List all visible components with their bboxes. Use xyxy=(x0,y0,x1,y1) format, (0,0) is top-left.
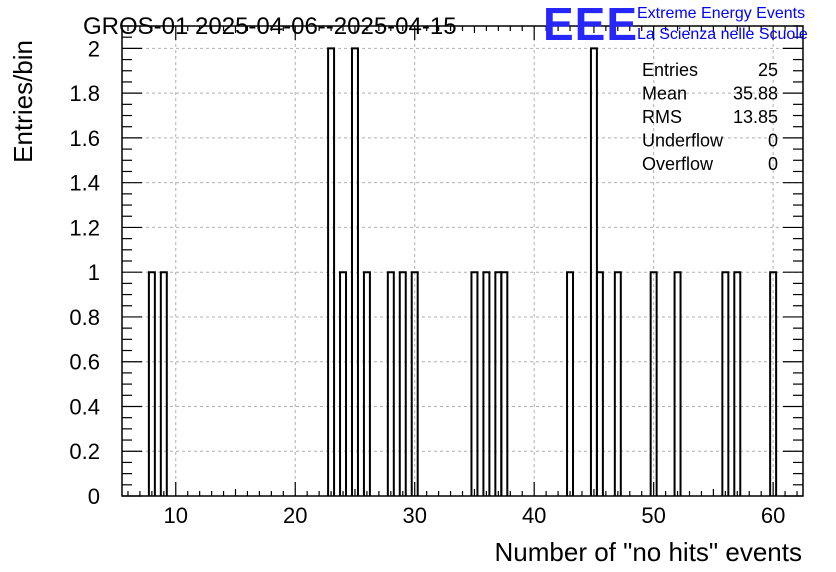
stats-box: Entries 25 Mean 35.88 RMS 13.85 Underflow 0 Over… xyxy=(642,60,778,174)
stats-label: Mean xyxy=(642,84,687,104)
histogram-bin xyxy=(159,271,168,496)
y-tick-label: 0.6 xyxy=(69,350,100,375)
logo-line-2: La Scienza nelle Scuole xyxy=(637,26,808,43)
y-tick-label: 1.8 xyxy=(69,81,100,106)
histogram-bin xyxy=(362,271,371,496)
histogram-bin xyxy=(595,271,604,496)
plot-frame xyxy=(121,25,804,497)
logo-mark: EEE xyxy=(543,0,638,50)
histogram-bin xyxy=(721,271,730,496)
histogram-bin xyxy=(566,271,575,496)
x-tick-label: 10 xyxy=(164,503,188,528)
histogram-bin xyxy=(733,271,742,496)
x-tick-label: 50 xyxy=(641,503,665,528)
histogram-bin xyxy=(673,271,682,496)
histogram-bin xyxy=(613,271,622,496)
x-tick-label: 20 xyxy=(283,503,307,528)
stats-value: 35.88 xyxy=(733,84,778,104)
histogram-bin xyxy=(649,271,658,496)
histogram-bars xyxy=(147,47,778,496)
y-tick-label: 1.2 xyxy=(69,215,100,240)
y-tick-labels: 0 0.2 0.4 0.6 0.8 1 1.2 1.4 1.6 1.8 2 xyxy=(69,36,100,509)
x-tick-labels: 10 20 30 40 50 60 xyxy=(164,503,786,528)
stats-value: 0 xyxy=(768,131,778,151)
stats-value: 0 xyxy=(768,154,778,174)
x-axis-label: Number of "no hits" events xyxy=(495,537,803,567)
x-tick-label: 30 xyxy=(402,503,426,528)
y-tick-label: 1.6 xyxy=(69,126,100,151)
histogram-bin xyxy=(769,271,778,496)
y-tick-label: 0.2 xyxy=(69,439,100,464)
eee-logo: EEE Extreme Energy Events La Scienza nel… xyxy=(543,0,808,50)
axis-ticks xyxy=(122,25,803,497)
y-tick-label: 2 xyxy=(88,36,100,61)
histogram-bin xyxy=(398,271,407,496)
histogram-bin xyxy=(470,271,479,496)
stats-label: Underflow xyxy=(642,131,724,151)
histogram-bin xyxy=(386,271,395,496)
histogram-bin xyxy=(350,47,359,496)
y-tick-label: 0.8 xyxy=(69,305,100,330)
y-tick-label: 1.4 xyxy=(69,171,100,196)
stats-value: 25 xyxy=(758,60,778,80)
y-tick-label: 1 xyxy=(88,260,100,285)
stats-label: RMS xyxy=(642,107,682,127)
y-tick-label: 0.4 xyxy=(69,394,100,419)
stats-value: 13.85 xyxy=(733,107,778,127)
x-tick-label: 40 xyxy=(522,503,546,528)
grid-lines xyxy=(122,26,803,497)
histogram-bin xyxy=(147,271,156,496)
histogram-bin xyxy=(339,271,348,496)
y-axis-label: Entries/bin xyxy=(8,40,38,163)
chart-title: GROS-01 2025-04-06--2025-04-15 xyxy=(83,13,457,40)
stats-label: Overflow xyxy=(642,154,714,174)
x-tick-label: 60 xyxy=(761,503,785,528)
histogram-bin xyxy=(500,271,509,496)
histogram-bin xyxy=(482,271,491,496)
histogram-bin xyxy=(410,271,419,496)
histogram-bin xyxy=(327,47,336,496)
y-tick-label: 0 xyxy=(88,484,100,509)
logo-line-1: Extreme Energy Events xyxy=(637,5,805,22)
stats-label: Entries xyxy=(642,60,698,80)
